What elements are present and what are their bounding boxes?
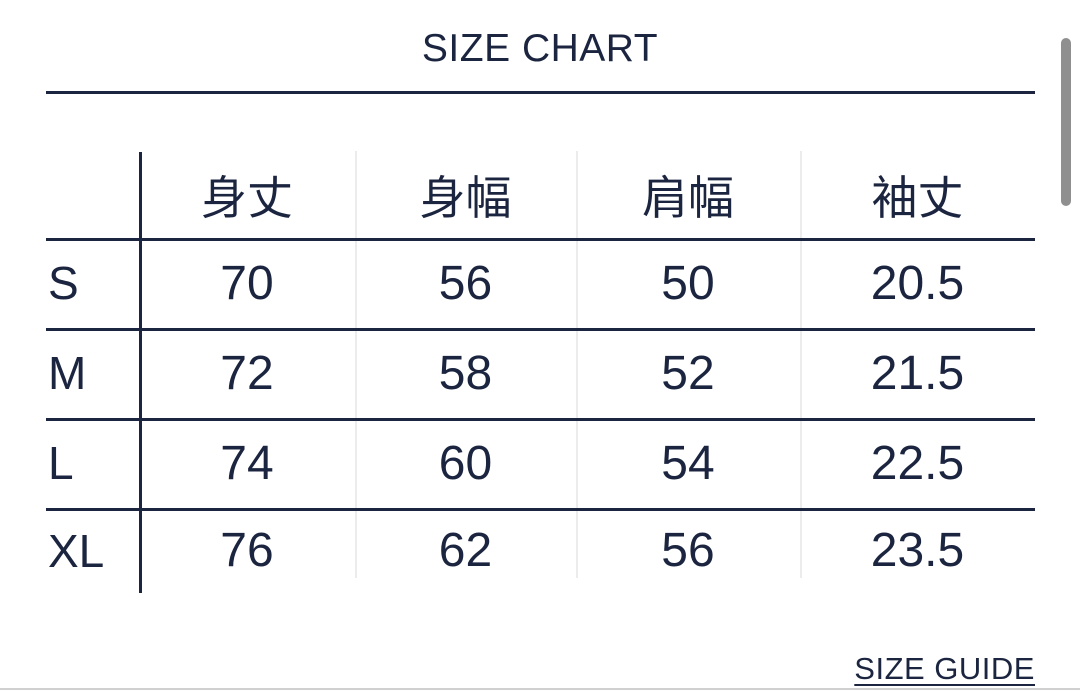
column-header-sleeve-length: 袖丈 — [871, 172, 964, 224]
column-separator-line — [355, 151, 357, 578]
scrollbar-thumb[interactable] — [1061, 38, 1071, 206]
table-cell: 54 — [661, 436, 715, 490]
header-bottom-border-line — [46, 238, 1035, 241]
column-header-body-length: 身丈 — [201, 172, 293, 224]
table-corner-cell — [46, 152, 139, 238]
table-cell: 72 — [220, 346, 274, 400]
table-cell: 50 — [661, 256, 715, 310]
row-label-xl: XL — [48, 524, 105, 577]
size-guide-link[interactable]: SIZE GUIDE — [854, 651, 1035, 686]
row-label-m: M — [48, 347, 87, 399]
table-cell: 76 — [220, 524, 274, 577]
table-cell: 21.5 — [870, 346, 965, 400]
row-label-s: S — [48, 257, 79, 309]
title-underline-rule — [46, 91, 1035, 94]
label-column-divider-line — [139, 152, 142, 593]
column-header-body-width: 身幅 — [419, 172, 512, 224]
table-cell: 56 — [438, 256, 493, 310]
row-separator-line — [46, 508, 1035, 511]
page-title: SIZE CHART — [421, 27, 659, 70]
table-cell: 70 — [220, 256, 274, 310]
table-cell: 74 — [220, 436, 274, 490]
row-label-l: L — [48, 437, 74, 489]
bottom-edge-line — [0, 688, 1080, 690]
column-separator-line — [800, 151, 802, 578]
table-cell: 62 — [438, 524, 493, 577]
column-separator-line — [576, 151, 578, 578]
table-cell: 22.5 — [870, 436, 965, 490]
row-separator-line — [46, 418, 1035, 421]
table-cell: 56 — [661, 524, 715, 577]
table-cell: 58 — [438, 346, 493, 400]
row-separator-line — [46, 328, 1035, 331]
table-cell: 60 — [438, 436, 493, 490]
table-cell: 23.5 — [870, 524, 965, 577]
size-table-grid: 身丈 身幅 肩幅 袖丈 S 70 56 50 20.5 M 72 58 52 2… — [46, 152, 1035, 593]
table-cell: 20.5 — [870, 256, 965, 310]
table-cell: 52 — [661, 346, 715, 400]
size-table: 身丈 身幅 肩幅 袖丈 S 70 56 50 20.5 M 72 58 52 2… — [46, 151, 1035, 593]
column-header-shoulder-width: 肩幅 — [642, 172, 734, 224]
